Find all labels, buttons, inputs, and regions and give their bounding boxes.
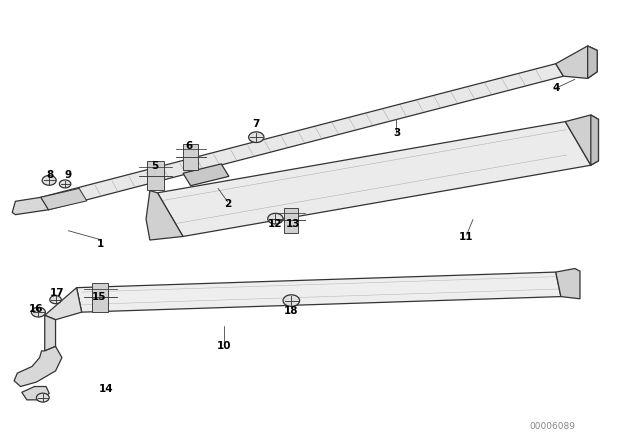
Polygon shape [45,288,82,320]
Text: 10: 10 [217,341,232,351]
Text: 1: 1 [97,239,104,249]
Polygon shape [157,121,591,237]
Polygon shape [565,115,598,165]
Text: 14: 14 [99,384,114,394]
Circle shape [268,213,283,224]
Polygon shape [183,164,229,186]
Polygon shape [588,46,597,78]
Text: 18: 18 [284,306,299,316]
Polygon shape [14,346,62,387]
Polygon shape [146,190,183,240]
Circle shape [36,393,49,402]
Text: 2: 2 [224,199,231,209]
Text: 9: 9 [65,170,72,180]
Polygon shape [22,387,49,400]
Text: 8: 8 [47,170,54,180]
Polygon shape [183,144,198,170]
Circle shape [31,307,45,317]
Text: 16: 16 [29,304,44,314]
Polygon shape [556,268,580,299]
Text: 17: 17 [50,288,65,298]
Circle shape [42,176,56,185]
Text: 7: 7 [253,119,260,129]
Circle shape [50,296,61,304]
Polygon shape [77,272,561,312]
Text: 13: 13 [286,219,301,229]
Polygon shape [12,197,49,215]
Text: 6: 6 [186,141,193,151]
Circle shape [283,295,300,306]
Circle shape [60,180,71,188]
Polygon shape [284,208,298,233]
Text: 15: 15 [92,293,106,302]
Polygon shape [591,115,598,165]
Text: 5: 5 [150,161,158,171]
Polygon shape [556,46,597,78]
Polygon shape [92,283,108,312]
Text: 3: 3 [393,128,400,138]
Text: 11: 11 [460,233,474,242]
Polygon shape [147,161,164,190]
Circle shape [248,132,264,142]
Polygon shape [41,64,563,210]
Polygon shape [45,315,56,351]
Text: 4: 4 [552,83,559,93]
Polygon shape [41,188,87,210]
Text: 12: 12 [268,219,283,229]
Text: 00006089: 00006089 [529,422,575,431]
